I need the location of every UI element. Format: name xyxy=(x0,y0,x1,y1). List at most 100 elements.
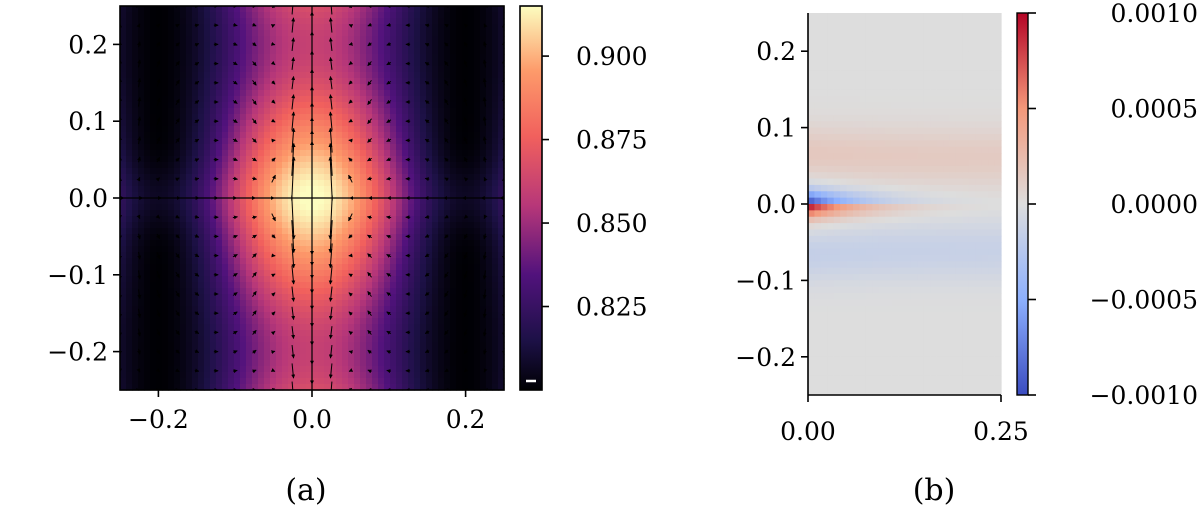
heat-cell xyxy=(252,6,259,13)
heat-cell xyxy=(840,375,848,383)
heat-cell xyxy=(126,222,133,229)
heat-cell xyxy=(833,369,841,377)
heat-cell xyxy=(264,330,271,337)
heat-cell xyxy=(827,146,835,154)
heat-cell xyxy=(330,42,337,49)
heat-cell xyxy=(330,336,337,343)
heat-cell xyxy=(204,294,211,301)
heat-cell xyxy=(450,12,457,19)
heat-cell xyxy=(420,36,427,43)
heat-cell xyxy=(853,13,861,20)
heat-cell xyxy=(492,18,499,25)
heat-cell xyxy=(150,162,157,169)
heat-cell xyxy=(474,252,481,259)
heat-cell xyxy=(378,24,385,31)
heat-cell xyxy=(396,138,403,145)
heat-cell xyxy=(168,150,175,157)
quiver-arrow xyxy=(252,369,257,374)
quiver-arrow xyxy=(156,117,161,126)
heat-cell xyxy=(240,246,247,253)
heat-cell xyxy=(246,144,253,151)
heat-cell xyxy=(402,60,409,67)
heat-cell xyxy=(186,150,193,157)
quiver-arrow xyxy=(444,214,449,219)
heat-cell xyxy=(258,246,265,253)
heat-cell xyxy=(204,114,211,121)
heat-cell xyxy=(378,336,385,343)
heat-cell xyxy=(480,300,487,307)
heat-cell xyxy=(222,72,229,79)
heat-cell xyxy=(120,12,127,19)
heat-cell xyxy=(192,102,199,109)
heat-cell xyxy=(474,168,481,175)
heat-cell xyxy=(210,228,217,235)
heat-cell xyxy=(210,78,217,85)
quiver-arrow xyxy=(348,311,353,316)
heat-cell xyxy=(246,270,253,277)
heat-cell xyxy=(432,144,439,151)
heat-cell xyxy=(402,42,409,49)
heat-cell xyxy=(318,276,325,283)
heat-cell xyxy=(814,38,822,46)
heat-cell xyxy=(300,246,307,253)
heat-cell xyxy=(258,384,265,391)
heat-cell xyxy=(282,348,289,355)
heat-cell xyxy=(468,186,475,193)
heat-cell xyxy=(820,350,828,358)
heat-cell xyxy=(264,36,271,43)
heat-cell xyxy=(348,366,355,373)
heat-cell xyxy=(402,384,409,391)
heat-cell xyxy=(438,234,445,241)
heat-cell xyxy=(156,276,163,283)
heat-cell xyxy=(246,276,253,283)
heat-cell xyxy=(258,180,265,187)
heat-cell xyxy=(396,24,403,31)
heat-cell xyxy=(354,342,361,349)
heat-cell xyxy=(174,30,181,37)
heat-cell xyxy=(348,6,355,13)
heat-cell xyxy=(264,318,271,325)
heat-cell xyxy=(318,234,325,241)
heat-cell xyxy=(222,60,229,67)
heat-cell xyxy=(210,216,217,223)
heat-cell xyxy=(264,120,271,127)
quiver-arrow xyxy=(175,98,180,106)
heat-cell xyxy=(456,78,463,85)
heat-cell xyxy=(402,204,409,211)
heat-cell xyxy=(342,354,349,361)
heat-cell xyxy=(366,174,373,181)
heat-cell xyxy=(833,146,841,154)
heat-cell xyxy=(132,348,139,355)
heat-cell xyxy=(168,36,175,43)
heat-cell xyxy=(456,186,463,193)
heat-cell xyxy=(234,222,241,229)
heat-cell xyxy=(276,84,283,91)
heat-cell xyxy=(814,356,822,364)
quiver-arrow xyxy=(137,136,142,145)
heat-cell xyxy=(414,384,421,391)
heat-cell xyxy=(378,54,385,61)
heat-cell xyxy=(288,228,295,235)
heat-cell xyxy=(360,186,367,193)
heat-cell xyxy=(186,306,193,313)
heat-cell xyxy=(228,354,235,361)
heat-cell xyxy=(396,180,403,187)
heat-cell xyxy=(336,294,343,301)
heat-cell xyxy=(342,246,349,253)
heat-cell xyxy=(144,114,151,121)
heat-cell xyxy=(144,66,151,73)
heat-cell xyxy=(234,108,241,115)
heat-cell xyxy=(390,270,397,277)
heat-cell xyxy=(318,252,325,259)
heat-cell xyxy=(222,372,229,379)
heat-cell xyxy=(132,300,139,307)
heat-cell xyxy=(168,324,175,331)
heat-cell xyxy=(396,354,403,361)
heat-cell xyxy=(833,172,841,180)
heat-cell xyxy=(156,354,163,361)
heat-cell xyxy=(300,216,307,223)
heat-cell xyxy=(480,138,487,145)
heat-cell xyxy=(246,312,253,319)
heat-cell xyxy=(270,120,277,127)
heat-cell xyxy=(300,276,307,283)
